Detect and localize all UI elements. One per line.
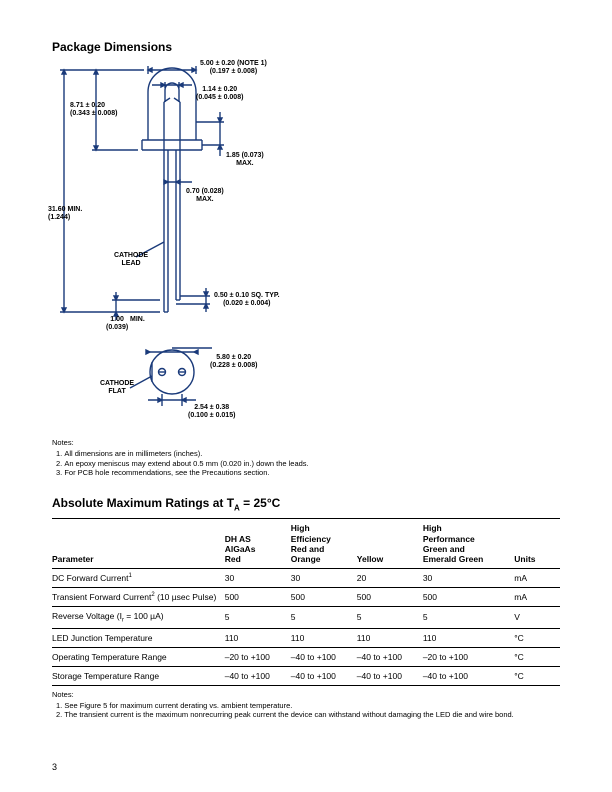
value-cell: –20 to +100 [423,647,514,666]
ratings-col-header: HighEfficiencyRed andOrange [291,519,357,569]
note-item: See Figure 5 for maximum current deratin… [54,701,560,711]
note-item: An epoxy meniscus may extend about 0.5 m… [54,459,560,469]
value-cell: 20 [357,569,423,588]
value-cell: 500 [291,588,357,607]
value-cell: 500 [357,588,423,607]
table-row: Reverse Voltage (Ir = 100 µA)5555V [52,607,560,629]
ratings-col-header: DH ASAlGaAsRed [225,519,291,569]
param-cell: DC Forward Current1 [52,569,225,588]
value-cell: 110 [357,628,423,647]
value-cell: –40 to +100 [291,647,357,666]
value-cell: 110 [291,628,357,647]
ratings-body: DC Forward Current130302030mATransient F… [52,569,560,686]
value-cell: 5 [423,607,514,629]
value-cell: °C [514,666,560,685]
table-row: Transient Forward Current2 (10 µsec Puls… [52,588,560,607]
value-cell: °C [514,647,560,666]
dim-bottom-dia: 5.80 ± 0.20 (0.228 ± 0.008) [210,354,257,369]
dim-pin-pitch: 2.54 ± 0.38 (0.100 ± 0.015) [188,404,235,419]
dim-lead-sep: 0.70 (0.028) MAX. [186,188,224,203]
value-cell: 30 [291,569,357,588]
param-cell: Storage Temperature Range [52,666,225,685]
param-cell: LED Junction Temperature [52,628,225,647]
dim-top-width: 5.00 ± 0.20 (NOTE 1) (0.197 ± 0.008) [200,60,267,75]
param-cell: Reverse Voltage (Ir = 100 µA) [52,607,225,629]
table-row: Storage Temperature Range–40 to +100–40 … [52,666,560,685]
ratings-table: ParameterDH ASAlGaAsRedHighEfficiencyRed… [52,518,560,685]
dim-lead-gap-suffix: MIN. [130,316,145,324]
value-cell: 5 [225,607,291,629]
package-dimensions-title: Package Dimensions [52,40,560,54]
ratings-col-header: Parameter [52,519,225,569]
table-row: DC Forward Current130302030mA [52,569,560,588]
dim-flange: 1.85 (0.073) MAX. [226,152,264,167]
param-cell: Transient Forward Current2 (10 µsec Puls… [52,588,225,607]
ratings-notes: Notes: See Figure 5 for maximum current … [52,690,560,720]
value-cell: 30 [225,569,291,588]
package-notes-list: All dimensions are in millimeters (inche… [52,449,560,478]
ratings-notes-list: See Figure 5 for maximum current deratin… [52,701,560,721]
ratings-col-header: Units [514,519,560,569]
package-notes: Notes: All dimensions are in millimeters… [52,438,560,478]
value-cell: –40 to +100 [357,666,423,685]
value-cell: 110 [423,628,514,647]
ratings-col-header: HighPerformanceGreen andEmerald Green [423,519,514,569]
value-cell: mA [514,569,560,588]
ratings-notes-title: Notes: [52,690,560,700]
table-row: Operating Temperature Range–20 to +100–4… [52,647,560,666]
dim-overall-h: 31.60 MIN. (1.244) [48,206,82,221]
value-cell: V [514,607,560,629]
value-cell: 500 [423,588,514,607]
value-cell: 30 [423,569,514,588]
package-diagram: 5.00 ± 0.20 (NOTE 1) (0.197 ± 0.008) 1.1… [52,62,372,432]
value-cell: mA [514,588,560,607]
value-cell: –40 to +100 [423,666,514,685]
note-item: The transient current is the maximum non… [54,710,560,720]
value-cell: 5 [291,607,357,629]
led-diagram-svg [52,62,372,432]
value-cell: 5 [357,607,423,629]
cathode-lead-label: CATHODELEAD [114,252,148,267]
value-cell: –40 to +100 [291,666,357,685]
ratings-col-header: Yellow [357,519,423,569]
param-cell: Operating Temperature Range [52,647,225,666]
note-item: For PCB hole recommendations, see the Pr… [54,468,560,478]
value-cell: 110 [225,628,291,647]
table-row: LED Junction Temperature110110110110°C [52,628,560,647]
dim-body-height: 8.71 ± 0.20 (0.343 ± 0.008) [70,102,117,117]
value-cell: –40 to +100 [357,647,423,666]
package-notes-title: Notes: [52,438,560,448]
value-cell: –20 to +100 [225,647,291,666]
value-cell: –40 to +100 [225,666,291,685]
cathode-flat-label: CATHODEFLAT [100,380,134,395]
value-cell: 500 [225,588,291,607]
value-cell: °C [514,628,560,647]
dim-lead-gap: 1.00(0.039) [106,316,128,331]
note-item: All dimensions are in millimeters (inche… [54,449,560,459]
ratings-title: Absolute Maximum Ratings at TA = 25°C [52,496,560,512]
dim-top-inner: 1.14 ± 0.20 (0.045 ± 0.008) [196,86,243,101]
ratings-header-row: ParameterDH ASAlGaAsRedHighEfficiencyRed… [52,519,560,569]
page-number: 3 [52,762,57,772]
dim-lead-sq: 0.50 ± 0.10 SQ. TYP. (0.020 ± 0.004) [214,292,280,307]
